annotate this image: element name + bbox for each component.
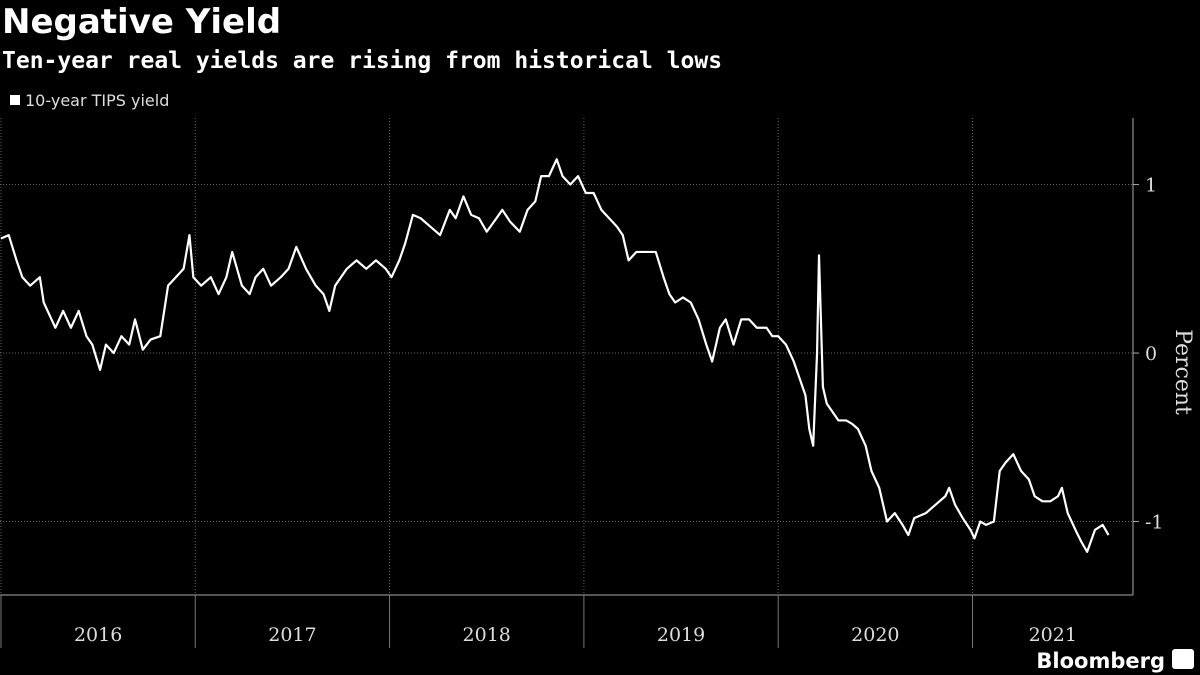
y-tick-label: 0: [1145, 343, 1157, 365]
source: Bloomberg: [1036, 649, 1165, 673]
y-axis-label: Percent: [1170, 329, 1195, 415]
x-tick-label: 2018: [463, 624, 511, 646]
data-line: [0, 158, 1110, 553]
x-tick-label: 2017: [268, 624, 316, 646]
legend-label: 10-year TIPS yield: [25, 91, 169, 110]
x-tick-label: 2019: [657, 624, 705, 646]
x-tick-label: 2020: [851, 624, 899, 646]
chart-subtitle: Ten-year real yields are rising from his…: [2, 48, 722, 74]
x-tick-label: 2016: [74, 624, 122, 646]
x-tick-label: 2021: [1029, 624, 1077, 646]
legend-swatch: [10, 95, 20, 105]
y-tick-label: 1: [1145, 175, 1157, 197]
chart-title: Negative Yield: [2, 2, 281, 42]
y-tick-label: -1: [1145, 512, 1164, 534]
logo-icon: [1172, 649, 1194, 669]
